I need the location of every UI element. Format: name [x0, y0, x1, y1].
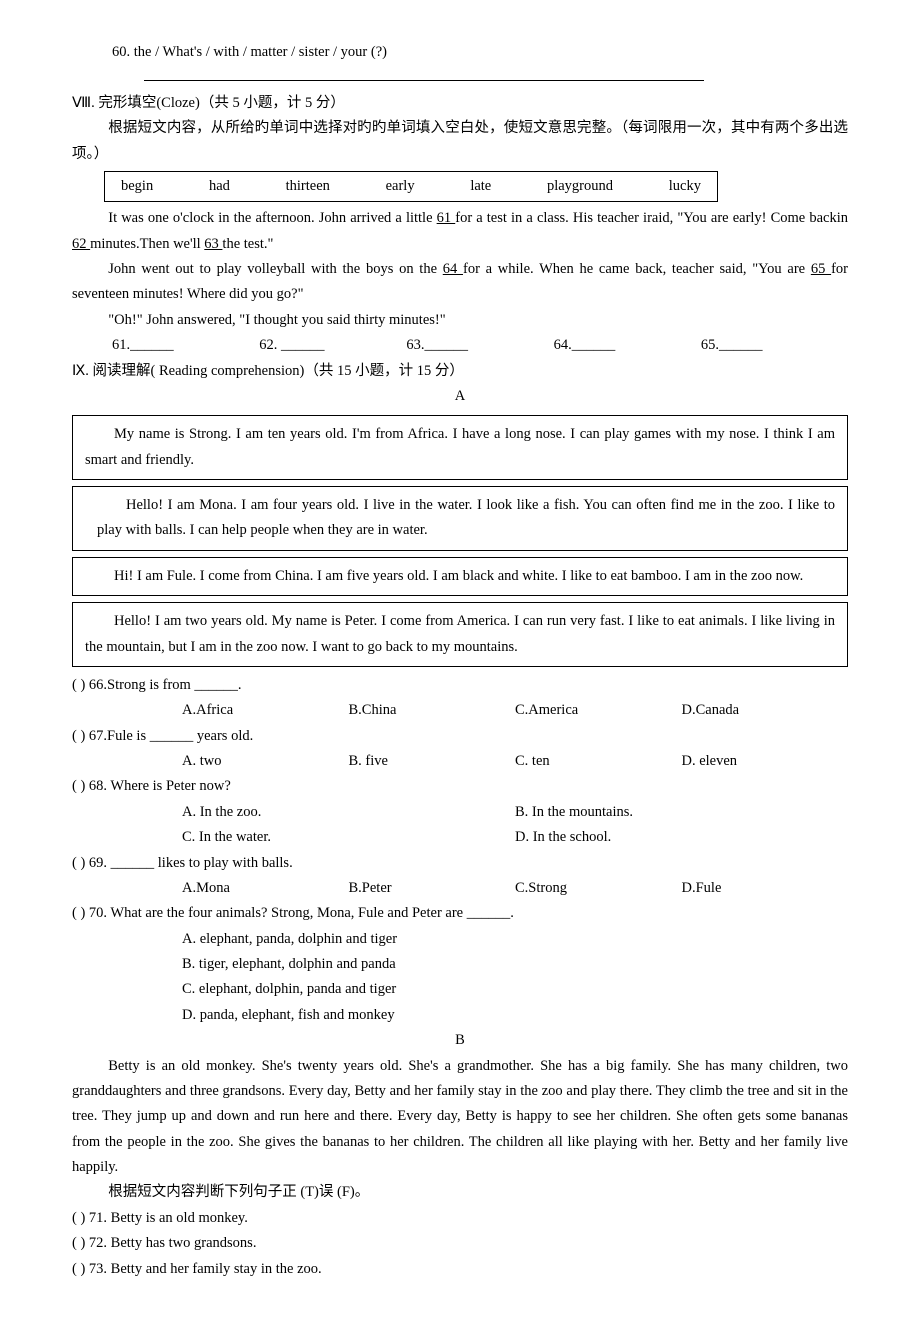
word-1: begin [121, 174, 153, 199]
q69-opts: A.Mona B.Peter C.Strong D.Fule [72, 876, 848, 901]
q69-opt-b[interactable]: B.Peter [349, 876, 516, 901]
q70-stem[interactable]: ( ) 70. What are the four animals? Stron… [72, 901, 848, 926]
passage-2-text: Hello! I am Mona. I am four years old. I… [97, 493, 835, 544]
blank-61[interactable]: 61 [437, 210, 456, 226]
cloze-text: minutes.Then we'll [90, 236, 204, 252]
q69-opt-a[interactable]: A.Mona [182, 876, 349, 901]
word-6: playground [547, 174, 613, 199]
q60-num: 60. [112, 44, 134, 60]
sec9-heading: Ⅸ. 阅读理解( Reading comprehension)（共 15 小题，… [72, 359, 848, 384]
cloze-para-3: "Oh!" John answered, "I thought you said… [72, 308, 848, 333]
q66-opts: A.Africa B.China C.America D.Canada [72, 698, 848, 723]
q72[interactable]: ( ) 72. Betty has two grandsons. [72, 1231, 848, 1256]
sec8-heading: Ⅷ. 完形填空(Cloze)（共 5 小题，计 5 分） [72, 91, 848, 116]
cloze-para-2: John went out to play volleyball with th… [72, 257, 848, 308]
q67-opt-a[interactable]: A. two [182, 749, 349, 774]
q68-opt-d[interactable]: D. In the school. [515, 825, 848, 850]
q66-stem[interactable]: ( ) 66.Strong is from ______. [72, 673, 848, 698]
q70-opt-d[interactable]: D. panda, elephant, fish and monkey [72, 1003, 848, 1028]
passage-1-text: My name is Strong. I am ten years old. I… [85, 422, 835, 473]
sec8-instr: 根据短文内容，从所给旳单词中选择对旳旳单词填入空白处，使短文意思完整。（每词限用… [72, 116, 848, 167]
word-4: early [386, 174, 415, 199]
q68-opt-a[interactable]: A. In the zoo. [182, 800, 515, 825]
cloze-answer-row: 61.______ 62. ______ 63.______ 64.______… [72, 333, 848, 358]
cloze-text: John went out to play volleyball with th… [108, 261, 443, 277]
passage-4-text: Hello! I am two years old. My name is Pe… [85, 609, 835, 660]
q71[interactable]: ( ) 71. Betty is an old monkey. [72, 1206, 848, 1231]
word-7: lucky [669, 174, 701, 199]
ans-61[interactable]: 61.______ [112, 333, 259, 358]
ans-65[interactable]: 65.______ [701, 333, 848, 358]
q60-text: the / What's / with / matter / sister / … [134, 44, 387, 60]
q69-opt-c[interactable]: C.Strong [515, 876, 682, 901]
word-5: late [470, 174, 491, 199]
cloze-wordbank: begin had thirteen early late playground… [104, 171, 718, 202]
q68-stem[interactable]: ( ) 68. Where is Peter now? [72, 774, 848, 799]
q69-stem[interactable]: ( ) 69. ______ likes to play with balls. [72, 851, 848, 876]
q70-opt-c[interactable]: C. elephant, dolphin, panda and tiger [72, 977, 848, 1002]
q66-opt-c[interactable]: C.America [515, 698, 682, 723]
reading-label-b: B [72, 1028, 848, 1053]
cloze-text: the test." [222, 236, 273, 252]
q60-line: 60. the / What's / with / matter / siste… [72, 40, 848, 65]
cloze-text: It was one o'clock in the afternoon. Joh… [108, 210, 436, 226]
reading-label-a: A [72, 384, 848, 409]
word-2: had [209, 174, 230, 199]
blank-65[interactable]: 65 [811, 261, 831, 277]
q67-opts: A. two B. five C. ten D. eleven [72, 749, 848, 774]
q67-opt-d[interactable]: D. eleven [682, 749, 849, 774]
q66-opt-b[interactable]: B.China [349, 698, 516, 723]
passage-b-text: Betty is an old monkey. She's twenty yea… [72, 1054, 848, 1181]
q67-opt-c[interactable]: C. ten [515, 749, 682, 774]
q70-opt-b[interactable]: B. tiger, elephant, dolphin and panda [72, 952, 848, 977]
q68-opts-row2: C. In the water. D. In the school. [72, 825, 848, 850]
passage-box-2: Hello! I am Mona. I am four years old. I… [72, 486, 848, 551]
q73[interactable]: ( ) 73. Betty and her family stay in the… [72, 1257, 848, 1282]
ans-64[interactable]: 64.______ [554, 333, 701, 358]
word-3: thirteen [286, 174, 330, 199]
cloze-text: for a test in a class. His teacher iraid… [455, 210, 848, 226]
q68-opt-b[interactable]: B. In the mountains. [515, 800, 848, 825]
passage-box-1: My name is Strong. I am ten years old. I… [72, 415, 848, 480]
cloze-text: for a while. When he came back, teacher … [463, 261, 811, 277]
q70-opt-a[interactable]: A. elephant, panda, dolphin and tiger [72, 927, 848, 952]
q66-opt-d[interactable]: D.Canada [682, 698, 849, 723]
q60-blank[interactable] [72, 65, 848, 90]
worksheet-page: 60. the / What's / with / matter / siste… [0, 0, 920, 1322]
blank-62[interactable]: 62 [72, 236, 90, 252]
passage-box-4: Hello! I am two years old. My name is Pe… [72, 602, 848, 667]
passage-3-text: Hi! I am Fule. I come from China. I am f… [85, 564, 835, 589]
ans-63[interactable]: 63.______ [406, 333, 553, 358]
q69-opt-d[interactable]: D.Fule [682, 876, 849, 901]
blank-64[interactable]: 64 [443, 261, 463, 277]
sec9b-instr: 根据短文内容判断下列句子正 (T)误 (F)。 [72, 1180, 848, 1205]
q68-opt-c[interactable]: C. In the water. [182, 825, 515, 850]
cloze-para-1: It was one o'clock in the afternoon. Joh… [72, 206, 848, 257]
q67-stem[interactable]: ( ) 67.Fule is ______ years old. [72, 724, 848, 749]
q68-opts-row1: A. In the zoo. B. In the mountains. [72, 800, 848, 825]
passage-box-3: Hi! I am Fule. I come from China. I am f… [72, 557, 848, 596]
ans-62[interactable]: 62. ______ [259, 333, 406, 358]
q66-opt-a[interactable]: A.Africa [182, 698, 349, 723]
q67-opt-b[interactable]: B. five [349, 749, 516, 774]
blank-63[interactable]: 63 [204, 236, 222, 252]
